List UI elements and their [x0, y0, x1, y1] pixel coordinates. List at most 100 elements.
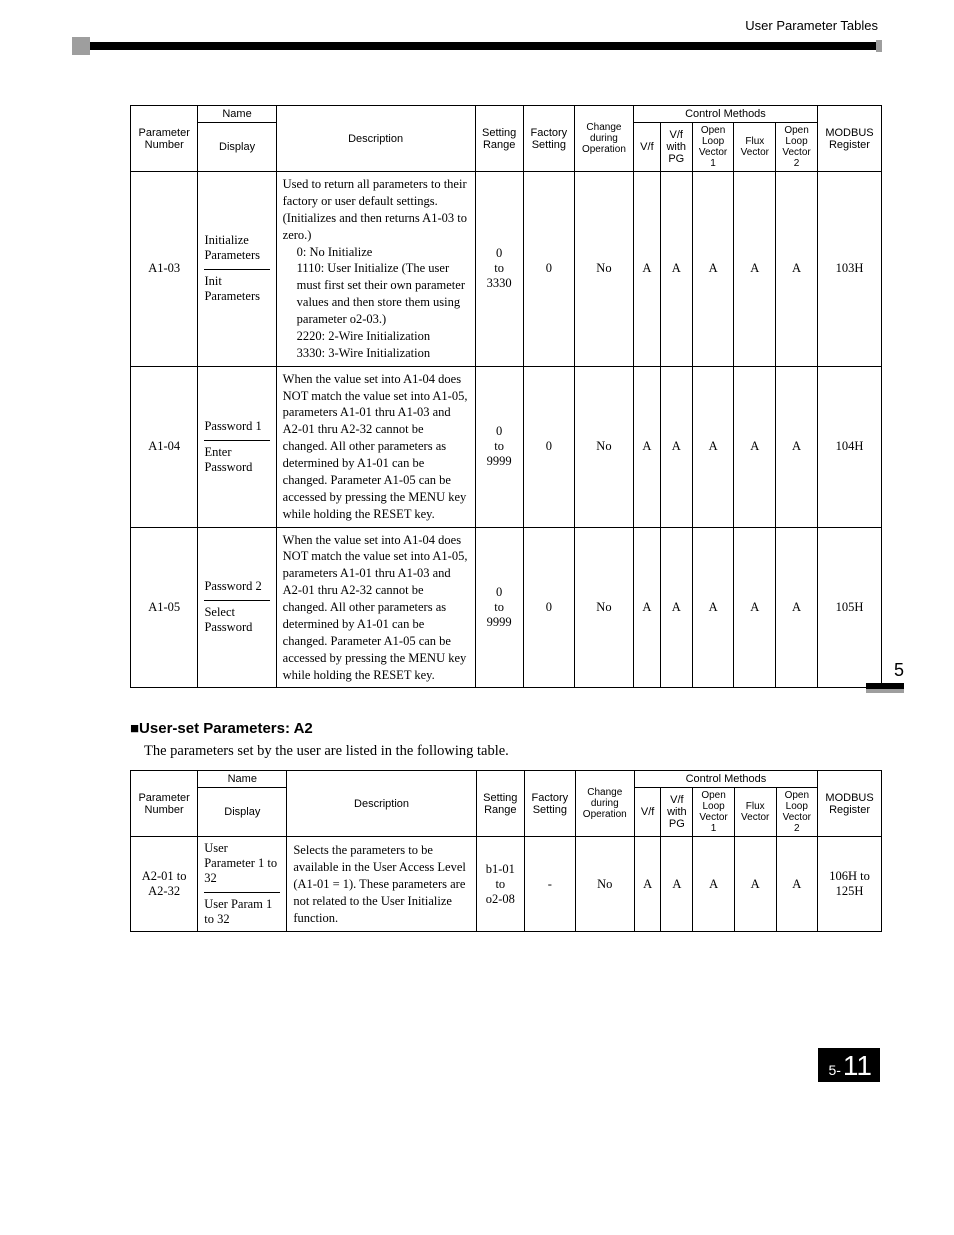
cell-modbus: 106H to 125H [818, 837, 882, 932]
cell-olv2: A [776, 837, 818, 932]
cell-name-display: Password 2 Select Password [198, 527, 276, 688]
table-row: A1-05 Password 2 Select PasswordWhen the v… [131, 527, 882, 688]
chapter-tab: 5 [866, 660, 904, 693]
cell-change: No [574, 172, 633, 367]
col-factory: Factory Setting [523, 106, 574, 172]
cell-name: Password 2 [204, 579, 269, 594]
col-display: Display [198, 123, 276, 172]
cell-range: 0to9999 [475, 366, 523, 527]
col-desc: Description [276, 106, 475, 172]
cell-param: A2-01 to A2-32 [131, 837, 198, 932]
cell-range: b1-01too2-08 [476, 837, 524, 932]
cell-flux: A [734, 837, 776, 932]
cell-modbus: 104H [817, 366, 881, 527]
col-name: Name [198, 106, 276, 123]
cell-name: Initialize Parameters [204, 233, 269, 263]
cell-vfpg: A [660, 366, 692, 527]
cell-olv1: A [692, 366, 734, 527]
cell-olv2: A [776, 527, 818, 688]
col-change: Change during Operation [574, 106, 633, 172]
cell-olv2: A [776, 172, 818, 367]
cell-display: User Param 1 to 32 [204, 892, 280, 927]
cell-vfpg: A [661, 837, 693, 932]
col-desc: Description [287, 771, 476, 837]
cell-change: No [574, 527, 633, 688]
section-sub-a2: The parameters set by the user are liste… [144, 743, 882, 760]
cell-name: Password 1 [204, 419, 269, 434]
col-methods: Control Methods [634, 106, 818, 123]
cell-olv2: A [776, 366, 818, 527]
table-row: A1-04Password 1Enter PasswordWhen the va… [131, 366, 882, 527]
cell-name: User Parameter 1 to 32 [204, 841, 280, 886]
cell-param: A1-05 [131, 527, 198, 688]
col-vf: V/f [634, 123, 661, 172]
cell-name-display: Initialize Parameters Init Parameters [198, 172, 276, 367]
col-methods: Control Methods [634, 771, 817, 788]
cell-vfpg: A [660, 172, 692, 367]
col-flux: Flux Vector [734, 123, 776, 172]
col-vf: V/f [634, 788, 661, 837]
cell-display: Select Password [204, 600, 269, 635]
cell-factory: 0 [523, 172, 574, 367]
col-modbus: MODBUS Register [818, 771, 882, 837]
cell-param: A1-03 [131, 172, 198, 367]
col-display: Display [198, 788, 287, 837]
cell-change: No [574, 366, 633, 527]
cell-description: When the value set into A1-04 does NOT m… [276, 366, 475, 527]
col-olv1: Open Loop Vector 1 [693, 788, 735, 837]
col-name: Name [198, 771, 287, 788]
col-factory: Factory Setting [524, 771, 575, 837]
cell-description: When the value set into A1-04 does NOT m… [276, 527, 475, 688]
parameter-table-a2: Parameter Number Name Description Settin… [130, 770, 882, 932]
cell-description: Selects the parameters to be available i… [287, 837, 476, 932]
col-flux: Flux Vector [734, 788, 776, 837]
cell-display: Init Parameters [204, 269, 269, 304]
main-content: Parameter Number Name Description Settin… [0, 55, 954, 932]
cell-factory: - [524, 837, 575, 932]
page-number: 11 [843, 1052, 872, 1080]
page-number-box: 5- 11 [818, 1048, 880, 1082]
col-change: Change during Operation [575, 771, 634, 837]
col-modbus: MODBUS Register [817, 106, 881, 172]
cell-modbus: 103H [817, 172, 881, 367]
page-prefix: 5- [828, 1062, 840, 1078]
col-olv1: Open Loop Vector 1 [692, 123, 734, 172]
page-footer: 5- 11 [0, 1082, 954, 1112]
cell-range: 0to9999 [475, 527, 523, 688]
col-olv2: Open Loop Vector 2 [776, 788, 818, 837]
header-title: User Parameter Tables [72, 18, 882, 37]
cell-param: A1-04 [131, 366, 198, 527]
header-thick-bar [90, 42, 876, 50]
header-box-icon [72, 37, 90, 55]
parameter-table-a1: Parameter Number Name Description Settin… [130, 105, 882, 688]
col-range: Setting Range [476, 771, 524, 837]
table-row: A1-03Initialize Parameters Init Parameter… [131, 172, 882, 367]
cell-factory: 0 [523, 366, 574, 527]
cell-vf: A [634, 172, 661, 367]
cell-vf: A [634, 837, 661, 932]
cell-flux: A [734, 366, 776, 527]
cell-name-display: Password 1Enter Password [198, 366, 276, 527]
cell-change: No [575, 837, 634, 932]
header-bar-end [876, 40, 882, 52]
chapter-bar-shadow-icon [866, 689, 904, 693]
col-range: Setting Range [475, 106, 523, 172]
col-param: Parameter Number [131, 106, 198, 172]
cell-vf: A [634, 366, 661, 527]
table-row: A2-01 to A2-32User Parameter 1 to 32User… [131, 837, 882, 932]
cell-range: 0to3330 [475, 172, 523, 367]
col-param: Parameter Number [131, 771, 198, 837]
cell-olv1: A [693, 837, 735, 932]
cell-olv1: A [692, 527, 734, 688]
cell-vfpg: A [660, 527, 692, 688]
header-rule [72, 37, 882, 55]
cell-vf: A [634, 527, 661, 688]
cell-flux: A [734, 527, 776, 688]
cell-description: Used to return all parameters to their f… [276, 172, 475, 367]
col-olv2: Open Loop Vector 2 [776, 123, 818, 172]
cell-olv1: A [692, 172, 734, 367]
chapter-number: 5 [866, 660, 904, 681]
cell-name-display: User Parameter 1 to 32 User Param 1 to 32 [198, 837, 287, 932]
page-header: User Parameter Tables [0, 0, 954, 55]
cell-factory: 0 [523, 527, 574, 688]
